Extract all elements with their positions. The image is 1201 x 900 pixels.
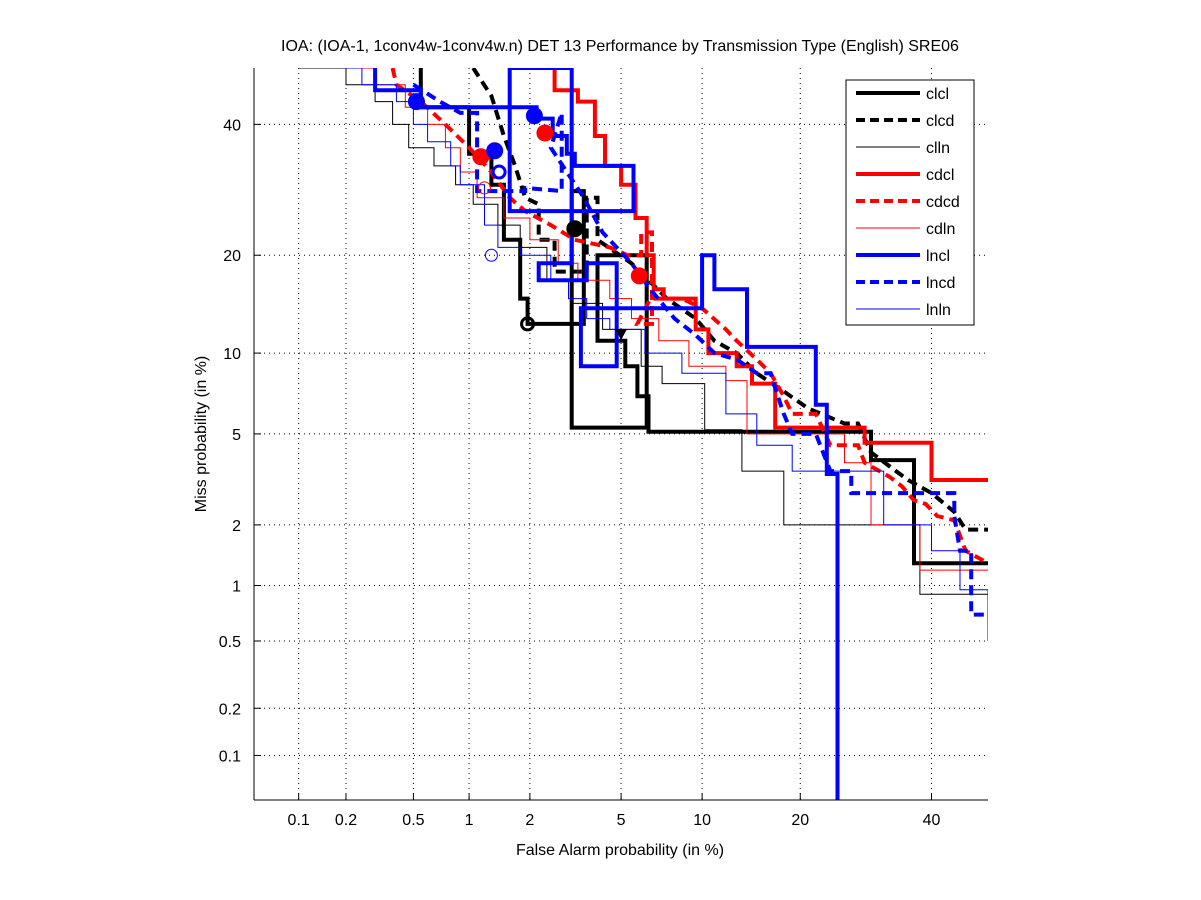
series-cdln xyxy=(346,68,988,571)
series-clcd xyxy=(471,68,988,532)
x-tick-label: 20 xyxy=(791,812,809,829)
y-tick-label: 10 xyxy=(223,346,241,363)
series-cdcd xyxy=(390,68,988,565)
x-tick-label: 0.1 xyxy=(288,812,310,829)
marker-cdcd xyxy=(630,267,648,285)
legend-label-clcd: clcd xyxy=(926,113,954,130)
x-tick-label: 40 xyxy=(923,812,941,829)
marker-lncd xyxy=(491,164,507,180)
chart-title: IOA: (IOA-1, 1conv4w-1conv4w.n) DET 13 P… xyxy=(281,38,959,55)
marker-cdln xyxy=(478,181,492,195)
marker-clcl xyxy=(520,316,536,332)
legend-label-cdcd: cdcd xyxy=(926,194,960,211)
marker-cdcd xyxy=(472,148,490,166)
series-clcl xyxy=(418,68,988,566)
y-tick-label: 0.5 xyxy=(219,634,241,651)
det-curves xyxy=(298,68,988,800)
marker-lncl xyxy=(407,93,425,111)
marker-cdcl xyxy=(536,124,554,142)
y-tick-label: 40 xyxy=(223,117,241,134)
y-ticks: 0.1 0.2 0.5 1 2 5 10 20 40 xyxy=(219,117,261,765)
legend-label-clln: clln xyxy=(926,140,950,157)
x-tick-label: 10 xyxy=(693,812,711,829)
marker-clcl xyxy=(566,220,584,238)
series-lnln xyxy=(346,68,988,641)
operating-point-markers xyxy=(407,93,648,341)
x-tick-label: 1 xyxy=(465,812,474,829)
series-lncd xyxy=(412,83,988,617)
y-tick-label: 0.1 xyxy=(219,748,241,765)
x-ticks: 0.1 0.2 0.5 1 2 5 10 20 40 xyxy=(288,793,941,829)
legend-label-cdln: cdln xyxy=(926,221,955,238)
legend-box xyxy=(845,79,975,326)
x-tick-label: 2 xyxy=(525,812,534,829)
plot-area: 0.1 0.2 0.5 1 2 5 10 20 40 0.1 0.2 0.5 1 2 5 10 20 40 xyxy=(219,68,988,829)
marker-lncl xyxy=(525,107,543,125)
x-tick-label: 0.2 xyxy=(335,812,357,829)
series-cdcl xyxy=(525,68,988,482)
marker-lncl xyxy=(486,142,504,160)
y-tick-label: 2 xyxy=(232,518,241,535)
marker-clcl xyxy=(615,329,628,341)
x-tick-label: 0.5 xyxy=(402,812,424,829)
legend-label-lncl: lncl xyxy=(926,248,950,265)
y-tick-label: 20 xyxy=(223,248,241,265)
legend-label-lnln: lnln xyxy=(926,302,951,319)
x-axis-label: False Alarm probability (in %) xyxy=(516,842,724,859)
series-clln xyxy=(298,68,988,595)
y-tick-label: 0.2 xyxy=(219,701,241,718)
y-tick-label: 5 xyxy=(232,427,241,444)
y-axis-label: Miss probability (in %) xyxy=(193,356,210,512)
legend-label-clcl: clcl xyxy=(926,86,949,103)
x-tick-label: 5 xyxy=(617,812,626,829)
marker-lnln xyxy=(484,248,498,262)
legend-label-lncd: lncd xyxy=(926,275,955,292)
series-lncl xyxy=(373,68,840,800)
grid xyxy=(254,68,988,800)
legend-label-cdcl: cdcl xyxy=(926,167,954,184)
y-tick-label: 1 xyxy=(232,579,241,596)
legend: clcl clcd clln cdcl cdcd cdln lncl lncd lnln xyxy=(845,79,975,326)
